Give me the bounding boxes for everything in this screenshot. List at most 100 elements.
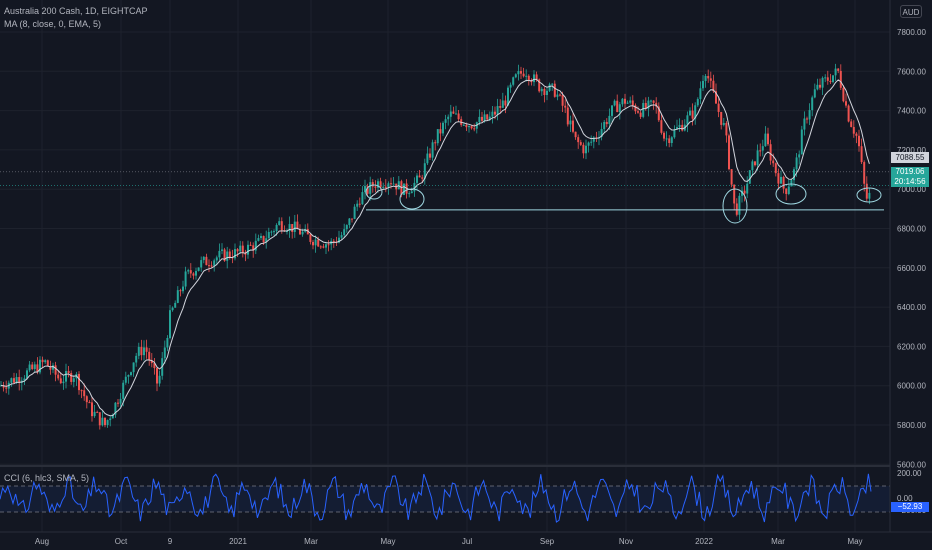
annotation-circle[interactable] [365, 184, 383, 200]
candle-body [624, 98, 626, 104]
ma-legend[interactable]: MA (8, close, 0, EMA, 5) [4, 19, 102, 29]
annotation-circle[interactable] [399, 188, 425, 210]
candle-body [210, 265, 213, 267]
price-tick: 6400.00 [897, 303, 926, 312]
candle-body [507, 87, 509, 106]
price-tick: 7400.00 [897, 107, 926, 116]
annotation-circles[interactable] [365, 183, 882, 224]
candle-body [275, 224, 278, 232]
time-tick: Mar [771, 537, 785, 546]
candle-body [280, 221, 283, 231]
candle-body [439, 129, 442, 134]
candle-body [863, 162, 866, 184]
time-tick: Aug [35, 537, 49, 546]
candle-body [782, 176, 785, 189]
price-axis[interactable]: 7800.00 7600.00 7400.00 7200.00 7000.00 6800.… [897, 28, 926, 469]
symbol-legend[interactable]: Australia 200 Cash, 1D, EIGHTCAP [4, 6, 148, 16]
candle-body [842, 87, 845, 102]
cci-legend[interactable]: CCI (6, hlc3, SMA, 5) [4, 473, 90, 483]
candle-body [184, 271, 187, 287]
candle-body [57, 374, 60, 379]
candle-body [413, 182, 416, 192]
time-tick: 2021 [229, 537, 247, 546]
candle-body [5, 387, 8, 389]
candle-body [213, 260, 216, 266]
candle-body [681, 124, 684, 131]
candle-body [374, 186, 377, 188]
candle-body [494, 111, 496, 115]
candle-body [483, 114, 486, 121]
annotation-circle[interactable] [856, 187, 882, 203]
candle-body [644, 103, 647, 109]
candle-body [390, 183, 392, 185]
candle-body [163, 347, 166, 359]
price-tick: 7000.00 [897, 185, 926, 194]
candle-body [278, 221, 281, 225]
candle-body [218, 250, 221, 258]
candle-body [83, 390, 86, 397]
candle-body [39, 359, 41, 373]
candle-body [15, 377, 18, 383]
candle-body [148, 351, 151, 361]
candle-body [200, 260, 203, 268]
candle-body [309, 234, 312, 242]
candle-body [52, 365, 54, 370]
candle-body [319, 246, 322, 248]
candle-body [587, 142, 590, 146]
candle-body [478, 116, 481, 123]
last-price-value: 7019.06 [895, 167, 925, 176]
currency-badge[interactable]: AUD [900, 5, 922, 18]
candle-body [839, 70, 842, 88]
candle-body [725, 122, 728, 136]
price-tick: 6800.00 [897, 225, 926, 234]
candle-body [447, 116, 450, 120]
candle-body [826, 77, 829, 81]
candle-body [288, 224, 291, 232]
candle-body [44, 360, 47, 363]
candle-body [668, 138, 671, 143]
candle-body [254, 240, 257, 251]
candle-body [676, 127, 678, 130]
time-tick: May [847, 537, 862, 546]
candle-body [371, 182, 374, 187]
candle-body [850, 121, 853, 127]
candle-body [226, 251, 229, 261]
price-tick: 5600.00 [897, 460, 926, 469]
candle-body [816, 84, 819, 90]
candle-body [488, 116, 491, 120]
time-axis[interactable]: Aug Oct 9 2021 Mar May Jul Sep Nov 2022 Mar May [35, 537, 863, 546]
candle-body [49, 366, 52, 370]
candle-body [462, 124, 465, 126]
candle-body [364, 186, 366, 193]
candle-body [634, 105, 637, 112]
candle-body [650, 100, 652, 102]
time-tick: May [380, 537, 395, 546]
candle-body [262, 235, 265, 243]
candle-body [621, 98, 624, 105]
candle-body [686, 115, 689, 125]
candle-body [543, 88, 546, 96]
annotation-circle[interactable] [775, 183, 807, 205]
cci-line [0, 473, 872, 523]
candle-body [418, 175, 421, 178]
candle-body [774, 163, 777, 174]
candle-body [267, 232, 270, 239]
candle-body [158, 375, 161, 384]
candle-body [403, 183, 405, 195]
candle-body [616, 100, 619, 113]
candle-body [561, 94, 564, 106]
candle-body [738, 195, 741, 215]
candle-body [59, 378, 62, 384]
time-tick: Oct [115, 537, 128, 546]
candle-body [145, 347, 148, 352]
candle-body [473, 128, 476, 130]
candle-body [639, 112, 642, 117]
candle-body [392, 183, 395, 185]
candle-body [678, 124, 681, 128]
candle-body [18, 377, 21, 383]
price-tick: 6600.00 [897, 264, 926, 273]
candle-body [551, 83, 554, 85]
candle-body [691, 110, 694, 119]
annotation-circle[interactable] [722, 188, 748, 224]
